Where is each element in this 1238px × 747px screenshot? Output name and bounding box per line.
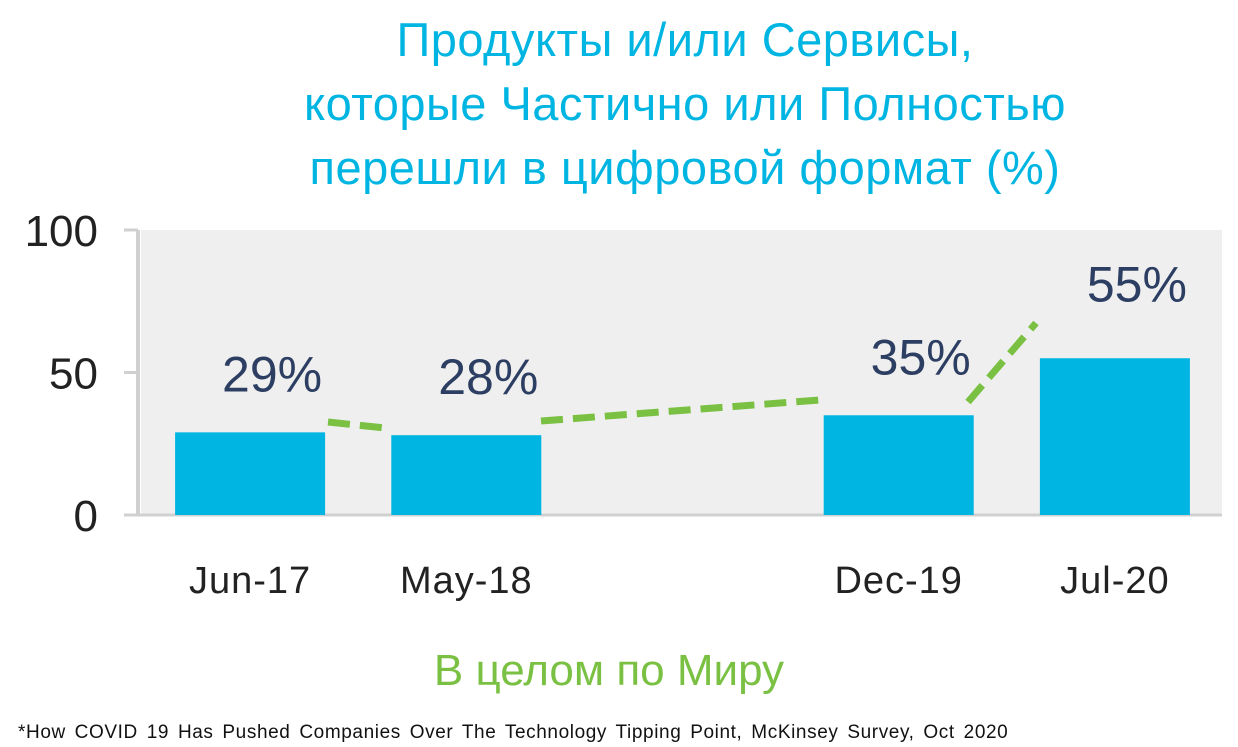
trend-line-segment [965,320,1039,405]
data-label: 28% [438,349,538,405]
x-tick-label: Jun-17 [189,560,311,602]
y-tick-label: 0 [74,492,98,541]
data-label: 35% [871,329,971,385]
x-axis-label: В целом по Миру [433,646,785,695]
bar-dec-19 [823,415,974,515]
source-footnote: *How COVID 19 Has Pushed Companies Over … [18,722,1009,743]
x-tick-label: Jul-20 [1060,560,1170,602]
data-label: 29% [222,346,322,402]
chart-title-line: которые Частично или Полностью [304,77,1066,130]
chart-title-line: перешли в цифровой формат (%) [309,141,1061,194]
trend-line-segment [540,396,821,425]
data-label: 55% [1087,256,1187,312]
chart-title: Продукты и/или Сервисы, которые Частично… [130,8,1238,200]
bar-jun-17 [175,432,326,515]
x-tick-label: May-18 [400,560,533,602]
y-tick-label: 50 [49,350,98,399]
x-tick-label: Dec-19 [834,560,963,602]
y-tick-label: 100 [25,207,98,256]
bar-jul-20 [1039,358,1190,515]
chart-title-line: Продукты и/или Сервисы, [396,13,974,66]
bar-may-18 [391,435,542,515]
trend-line-segment [327,418,386,432]
